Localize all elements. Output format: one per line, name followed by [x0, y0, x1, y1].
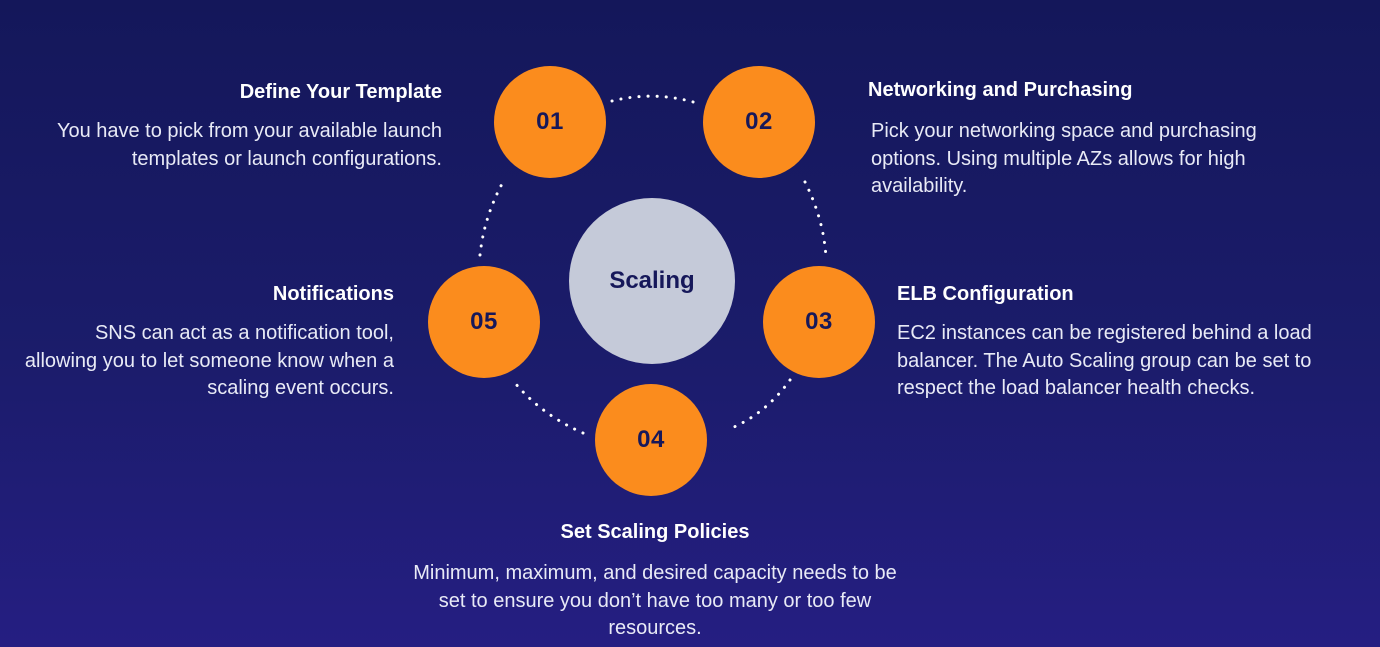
- center-scaling-circle: Scaling: [569, 198, 735, 364]
- step-05-text: Notifications SNS can act as a notificat…: [22, 282, 394, 403]
- center-label: Scaling: [609, 267, 695, 294]
- step-03-title: ELB Configuration: [897, 283, 1074, 305]
- step-03-number: 03: [805, 308, 833, 335]
- step-01-number: 01: [536, 108, 564, 135]
- step-02-text: Networking and Purchasing Pick your netw…: [868, 78, 1308, 201]
- step-03-text: ELB Configuration EC2 instances can be r…: [897, 282, 1337, 403]
- connector-05-01: [478, 180, 505, 257]
- step-04-body: Minimum, maximum, and desired capacity n…: [413, 562, 897, 639]
- step-01-title: Define Your Template: [239, 81, 442, 103]
- step-02-body: Pick your networking space and purchasin…: [871, 120, 1257, 197]
- step-05-title: Notifications: [272, 283, 394, 305]
- step-05-circle: 05: [428, 266, 540, 378]
- step-04-circle: 04: [595, 384, 707, 496]
- connector-04-05: [513, 381, 585, 435]
- step-02-circle: 02: [703, 66, 815, 178]
- step-04-text: Set Scaling Policies Minimum, maximum, a…: [400, 520, 910, 643]
- step-02-title: Networking and Purchasing: [868, 79, 1133, 101]
- step-04-number: 04: [637, 426, 665, 453]
- step-05-body: SNS can act as a notification tool, allo…: [24, 322, 394, 399]
- step-01-circle: 01: [494, 66, 606, 178]
- connector-02-03: [803, 180, 828, 260]
- step-05-number: 05: [470, 308, 498, 335]
- connector-03-04: [725, 378, 792, 432]
- step-02-number: 02: [745, 108, 773, 135]
- step-01-text: Define Your Template You have to pick fr…: [30, 80, 442, 173]
- connector-01-02: [610, 94, 702, 106]
- step-03-body: EC2 instances can be registered behind a…: [897, 322, 1312, 399]
- step-01-body: You have to pick from your available lau…: [56, 120, 442, 170]
- step-04-title: Set Scaling Policies: [560, 521, 750, 543]
- step-03-circle: 03: [763, 266, 875, 378]
